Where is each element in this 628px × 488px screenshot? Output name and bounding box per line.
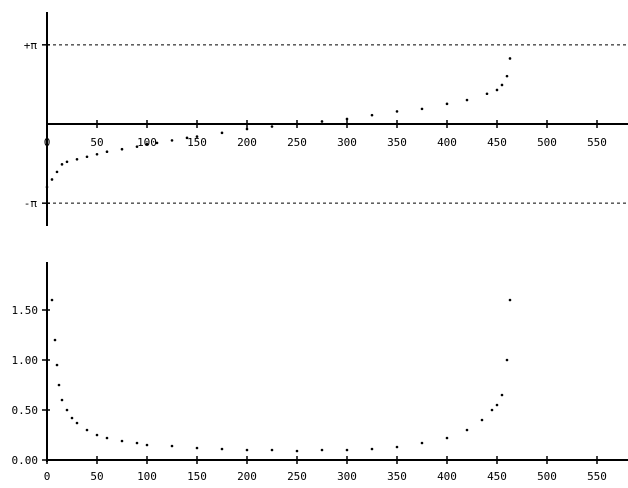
data-point	[220, 447, 224, 451]
data-point	[135, 441, 139, 445]
reference-line-label: +π	[24, 39, 38, 52]
data-point	[345, 117, 349, 121]
x-tick-label: 450	[487, 136, 507, 149]
x-tick-label: 550	[587, 136, 607, 149]
data-point	[120, 439, 124, 443]
data-point	[105, 436, 109, 440]
data-point	[480, 418, 484, 422]
data-point	[75, 157, 79, 161]
magnitude-plot: 0 50 100 150 200 250 300 350 400 450 500 550 0.00 0.5…	[12, 262, 628, 483]
x-tick-label: 100	[137, 136, 157, 149]
data-point	[155, 141, 159, 145]
x-tick-label: 50	[90, 470, 103, 483]
data-point	[370, 113, 374, 117]
data-point	[395, 445, 399, 449]
data-point	[53, 338, 57, 342]
x-tick-label: 0	[44, 136, 51, 149]
data-point	[395, 110, 399, 113]
y-tick-label: 0.00	[12, 454, 39, 467]
data-point	[60, 163, 64, 166]
data-point	[75, 421, 79, 425]
data-point	[85, 155, 89, 159]
data-point	[270, 125, 274, 128]
data-point	[55, 363, 59, 367]
data-point	[500, 393, 504, 397]
x-tick-label: 250	[287, 470, 307, 483]
data-point	[500, 83, 504, 87]
x-tick-label: 50	[90, 136, 103, 149]
y-tick-label: 1.00	[12, 354, 39, 367]
x-tick-label: 500	[537, 470, 557, 483]
data-point	[295, 122, 299, 126]
phase-plot: 0 50 100 150 200 250 300 350 400 450 500 550 +π -π	[24, 12, 628, 226]
x-tick-label: 0	[44, 470, 51, 483]
data-point	[320, 120, 324, 123]
data-point	[65, 160, 69, 164]
data-point	[245, 448, 249, 452]
data-point	[95, 433, 99, 437]
data-point	[70, 416, 74, 420]
data-point	[495, 403, 499, 407]
data-point	[145, 142, 149, 146]
data-point	[57, 383, 61, 387]
data-point	[170, 444, 174, 448]
data-point	[420, 107, 424, 111]
data-point	[320, 448, 324, 452]
x-tick-label: 200	[237, 470, 257, 483]
data-point	[185, 136, 189, 140]
x-tick-label: 200	[237, 136, 257, 149]
data-point	[508, 298, 512, 302]
x-tick-label: 300	[337, 470, 357, 483]
x-tick-label: 300	[337, 136, 357, 149]
data-point	[50, 298, 54, 302]
x-tick-label: 350	[387, 136, 407, 149]
data-point	[490, 408, 494, 412]
data-point	[465, 428, 469, 432]
x-tick-label: 250	[287, 136, 307, 149]
x-tick-label: 150	[187, 470, 207, 483]
x-tick-label: 350	[387, 470, 407, 483]
reference-line-label: -π	[24, 197, 38, 210]
x-tick-label: 500	[537, 136, 557, 149]
data-point	[135, 145, 139, 148]
data-point	[465, 98, 469, 102]
x-tick-label: 400	[437, 470, 457, 483]
data-point	[170, 139, 174, 142]
data-point	[505, 358, 509, 362]
x-tick-label: 450	[487, 470, 507, 483]
data-point	[495, 88, 499, 92]
data-point	[60, 398, 64, 402]
data-point	[270, 448, 274, 452]
data-point	[445, 436, 449, 440]
data-point	[345, 448, 349, 452]
data-point	[485, 92, 489, 96]
y-tick-label: 0.50	[12, 404, 39, 417]
data-point	[105, 150, 109, 154]
y-tick-label: 1.50	[12, 304, 39, 317]
data-point	[85, 428, 89, 432]
data-point	[55, 170, 59, 174]
data-point	[295, 449, 299, 453]
data-point	[95, 152, 99, 156]
x-tick-label: 550	[587, 470, 607, 483]
data-point	[505, 74, 509, 78]
x-tick-label: 400	[437, 136, 457, 149]
data-point	[195, 446, 199, 450]
data-point	[420, 441, 424, 445]
data-point	[370, 447, 374, 451]
data-point	[50, 178, 54, 181]
data-point	[65, 408, 69, 412]
data-point	[45, 185, 49, 189]
data-point	[245, 127, 249, 131]
data-point	[445, 102, 449, 106]
data-point	[220, 131, 224, 135]
data-point	[120, 147, 124, 151]
data-point	[508, 57, 512, 60]
x-tick-label: 100	[137, 470, 157, 483]
data-point	[195, 135, 199, 138]
data-point	[145, 443, 149, 447]
x-tick-label: 150	[187, 136, 207, 149]
